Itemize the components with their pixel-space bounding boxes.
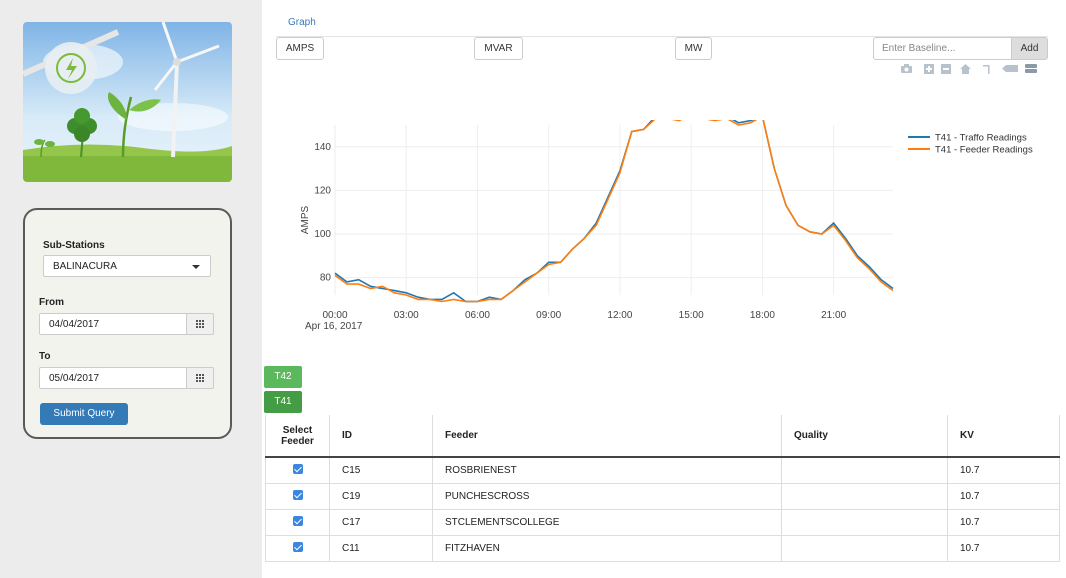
- tab-graph[interactable]: Graph: [288, 17, 316, 28]
- x-tick-label: 03:00: [394, 310, 419, 321]
- header-select-feeder: Select Feeder: [265, 415, 330, 458]
- y-tick-label: 140: [314, 142, 331, 153]
- header-id: ID: [329, 415, 433, 458]
- from-calendar-icon[interactable]: [186, 313, 214, 335]
- tab-t41[interactable]: T41: [264, 391, 302, 413]
- y-tick-label: 80: [320, 273, 332, 284]
- cell-quality: [781, 457, 948, 484]
- table-row: C15 ROSBRIENEST 10.7: [265, 457, 1060, 484]
- cell-id: C17: [329, 509, 433, 536]
- cell-kv: 10.7: [947, 535, 1060, 562]
- feeder-checkbox[interactable]: [265, 509, 330, 536]
- header-quality: Quality: [781, 415, 948, 458]
- tab-t42[interactable]: T42: [264, 366, 302, 388]
- camera-icon[interactable]: [900, 62, 913, 75]
- cell-feeder: FITZHAVEN: [432, 535, 782, 562]
- amps-chart: 00:00 03:00 06:00 09:00 12:00 15:00 18:00 21:00…: [290, 111, 1050, 350]
- header-kv: KV: [947, 415, 1060, 458]
- cell-kv: 10.7: [947, 509, 1060, 536]
- substation-value: BALINACURA: [53, 261, 117, 272]
- cell-kv: 10.7: [947, 457, 1060, 484]
- spike-lines-icon[interactable]: [982, 62, 995, 75]
- checkbox-checked-icon[interactable]: [292, 541, 303, 552]
- caret-down-icon: [192, 265, 200, 269]
- feeder-checkbox[interactable]: [265, 535, 330, 562]
- to-label: To: [39, 351, 51, 362]
- from-date-value: 04/04/2017: [49, 319, 100, 330]
- checkbox-checked-icon[interactable]: [292, 515, 303, 526]
- y-axis-label: AMPS: [300, 206, 311, 235]
- x-tick-label: 15:00: [679, 310, 704, 321]
- baseline-input[interactable]: Enter Baseline...: [873, 37, 1012, 60]
- cell-feeder: PUNCHESCROSS: [432, 483, 782, 510]
- x-tick-label: 12:00: [607, 310, 632, 321]
- cell-id: C11: [329, 535, 433, 562]
- home-icon[interactable]: [959, 62, 972, 75]
- feeder-checkbox[interactable]: [265, 483, 330, 510]
- x-tick-label: 00:00: [322, 310, 347, 321]
- zoom-out-icon[interactable]: [940, 62, 953, 75]
- y-tick-label: 120: [314, 185, 331, 196]
- amps-button[interactable]: AMPS: [276, 37, 324, 60]
- cell-feeder: ROSBRIENEST: [432, 457, 782, 484]
- hover-compare-icon[interactable]: [1024, 62, 1038, 75]
- legend-entry[interactable]: T41 - Feeder Readings: [935, 145, 1033, 156]
- x-tick-label: 18:00: [750, 310, 775, 321]
- x-tick-label: 21:00: [821, 310, 846, 321]
- sidebar: Sub-Stations BALINACURA From 04/04/2017 …: [0, 0, 262, 578]
- to-date-value: 05/04/2017: [49, 373, 100, 384]
- baseline-placeholder: Enter Baseline...: [882, 43, 956, 54]
- legend-entry[interactable]: T41 - Traffo Readings: [935, 133, 1027, 144]
- cell-quality: [781, 509, 948, 536]
- substation-label: Sub-Stations: [43, 240, 105, 251]
- cell-quality: [781, 483, 948, 510]
- substation-select[interactable]: BALINACURA: [43, 255, 211, 277]
- hover-closest-icon[interactable]: [1001, 62, 1019, 75]
- x-date-label: Apr 16, 2017: [305, 321, 363, 332]
- to-calendar-icon[interactable]: [186, 367, 214, 389]
- checkbox-checked-icon[interactable]: [292, 489, 303, 500]
- header-feeder: Feeder: [432, 415, 782, 458]
- checkbox-checked-icon[interactable]: [292, 463, 303, 474]
- feeder-table: Select Feeder ID Feeder Quality KV C15 RO…: [265, 415, 1060, 562]
- zoom-in-icon[interactable]: [923, 62, 936, 75]
- from-date-input[interactable]: 04/04/2017: [39, 313, 187, 335]
- cell-id: C15: [329, 457, 433, 484]
- submit-query-button[interactable]: Submit Query: [40, 403, 128, 425]
- mw-button[interactable]: MW: [675, 37, 712, 60]
- cell-feeder: STCLEMENTSCOLLEGE: [432, 509, 782, 536]
- banner-image: [23, 22, 232, 182]
- query-panel: Sub-Stations BALINACURA From 04/04/2017 …: [23, 208, 232, 439]
- cell-quality: [781, 535, 948, 562]
- divider: [276, 36, 1048, 37]
- feeder-checkbox[interactable]: [265, 457, 330, 484]
- table-row: C19 PUNCHESCROSS 10.7: [265, 483, 1060, 510]
- x-tick-label: 06:00: [465, 310, 490, 321]
- table-row: C17 STCLEMENTSCOLLEGE 10.7: [265, 509, 1060, 536]
- table-header-row: Select Feeder ID Feeder Quality KV: [265, 415, 1060, 458]
- cell-id: C19: [329, 483, 433, 510]
- y-tick-label: 100: [314, 229, 331, 240]
- x-tick-label: 09:00: [536, 310, 561, 321]
- cell-kv: 10.7: [947, 483, 1060, 510]
- from-label: From: [39, 297, 64, 308]
- add-baseline-button[interactable]: Add: [1011, 37, 1048, 60]
- series-line: [334, 113, 894, 303]
- table-row: C11 FITZHAVEN 10.7: [265, 535, 1060, 562]
- mvar-button[interactable]: MVAR: [474, 37, 523, 60]
- to-date-input[interactable]: 05/04/2017: [39, 367, 187, 389]
